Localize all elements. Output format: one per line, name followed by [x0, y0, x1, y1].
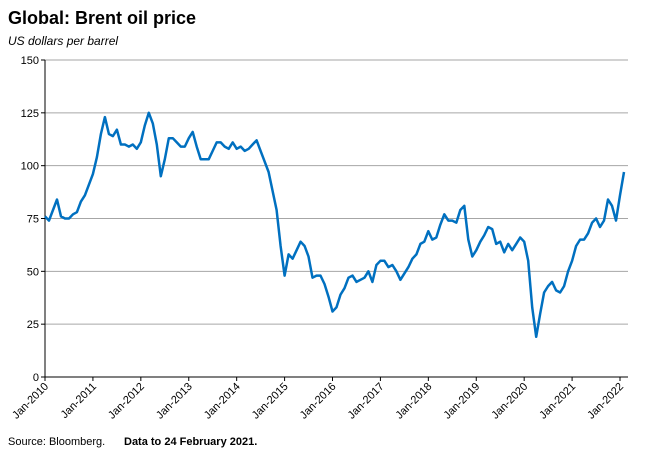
note: Data to 24 February 2021. — [124, 436, 257, 448]
y-tick-label: 50 — [27, 266, 39, 278]
source: Source: Bloomberg. — [8, 436, 105, 448]
y-tick-label: 25 — [27, 319, 39, 331]
x-tick-label: Jan-2017 — [346, 381, 387, 422]
chart-subtitle: US dollars per barrel — [8, 34, 118, 48]
x-tick-label: Jan-2011 — [59, 381, 99, 421]
x-tick-label: Jan-2021 — [537, 381, 578, 422]
x-tick-label: Jan-2014 — [202, 381, 243, 422]
y-tick-label: 100 — [21, 161, 39, 173]
x-tick-label: Jan-2019 — [441, 381, 482, 422]
x-tick-label: Jan-2015 — [250, 381, 291, 422]
line — [44, 111, 626, 339]
y-tick-label: 150 — [21, 55, 39, 67]
x-tick-label: Jan-2018 — [394, 381, 435, 422]
x-tick-label: Jan-2016 — [298, 381, 339, 422]
x-tick-label: Jan-2013 — [154, 381, 195, 422]
x-tick-label: Jan-2022 — [585, 381, 626, 422]
y-tick-label: 0 — [33, 372, 39, 384]
x-tick-label: Jan-2010 — [10, 381, 51, 422]
x-tick-label: Jan-2012 — [106, 381, 147, 422]
chart-title: Global: Brent oil price — [8, 8, 196, 28]
y-tick-label: 125 — [21, 108, 39, 120]
x-tick-label: Jan-2020 — [489, 381, 530, 422]
y-tick-label: 75 — [27, 214, 39, 226]
